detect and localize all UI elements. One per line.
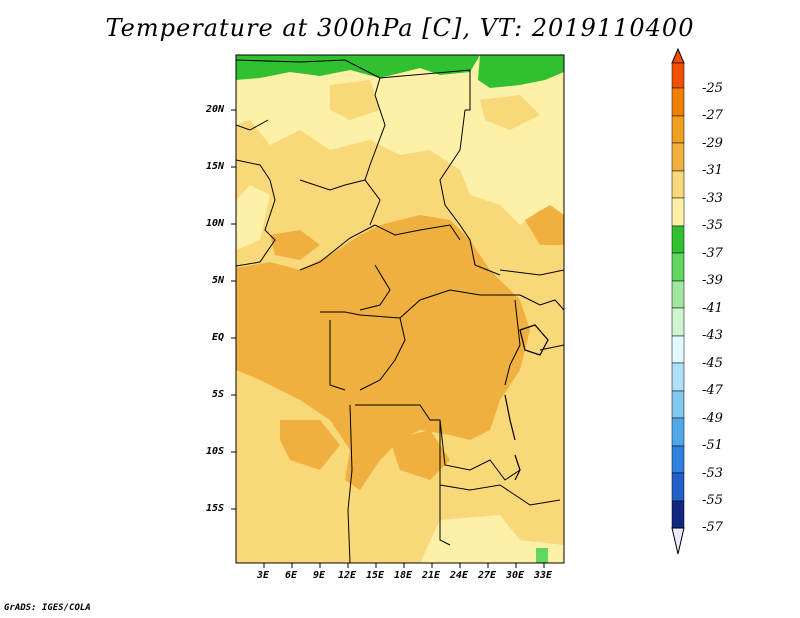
colorbar-label: -53 <box>702 466 723 481</box>
field-pale-west <box>236 185 270 250</box>
colorbar-box <box>671 335 685 364</box>
colorbar-label: -41 <box>702 301 723 316</box>
field-warm-blob-sw <box>280 420 340 470</box>
field-warm-sahara <box>330 80 380 120</box>
colorbar-box <box>671 87 685 117</box>
lon-label: 15E <box>366 570 385 581</box>
country-borders <box>236 59 564 563</box>
colorbar-bottom-arrow <box>671 527 685 555</box>
grads-credit: GrADS: IGES/COLA <box>4 603 91 613</box>
colorbar-label: -33 <box>702 191 723 206</box>
lat-label: 15N <box>206 161 225 172</box>
lon-label: 9E <box>313 570 326 581</box>
lat-label: 15S <box>206 503 225 514</box>
field-warm-core <box>236 215 530 490</box>
map-frame <box>235 54 565 564</box>
lat-label: 20N <box>206 104 225 115</box>
field-warm-blob-w <box>270 230 320 260</box>
lon-label: 3E <box>257 570 270 581</box>
colorbar <box>671 47 685 555</box>
colorbar-label: -37 <box>702 246 723 261</box>
temperature-field <box>236 55 564 563</box>
field-warm-blob-e <box>525 205 564 245</box>
field-cold-northeast <box>478 55 564 88</box>
colorbar-label: -29 <box>702 136 723 151</box>
colorbar-box <box>671 225 685 254</box>
field-pale-south <box>420 515 564 563</box>
colorbar-box <box>671 142 685 172</box>
colorbar-box <box>671 115 685 144</box>
colorbar-box <box>671 280 685 309</box>
colorbar-box <box>671 472 685 502</box>
colorbar-box <box>671 390 685 419</box>
colorbar-label: -43 <box>702 328 723 343</box>
lat-label: EQ <box>212 332 225 343</box>
lon-label: 21E <box>422 570 441 581</box>
colorbar-box <box>671 445 685 474</box>
colorbar-box <box>671 62 685 89</box>
colorbar-label: -51 <box>702 438 723 453</box>
colorbar-box <box>671 307 685 337</box>
field-cold-southeast <box>536 548 548 563</box>
lon-label: 27E <box>478 570 497 581</box>
lon-label: 33E <box>534 570 553 581</box>
colorbar-label: -31 <box>702 163 723 178</box>
colorbar-label: -47 <box>702 383 723 398</box>
field-cold-north <box>236 55 480 80</box>
colorbar-label: -57 <box>702 520 723 535</box>
lat-label: 10S <box>206 446 225 457</box>
colorbar-label: -27 <box>702 108 723 123</box>
colorbar-label: -35 <box>702 218 723 233</box>
axis-ticks <box>231 109 545 568</box>
colorbar-box <box>671 417 685 447</box>
colorbar-label: -45 <box>702 356 723 371</box>
lon-label: 6E <box>285 570 298 581</box>
colorbar-box <box>671 252 685 282</box>
colorbar-label: -25 <box>702 81 723 96</box>
colorbar-box <box>671 170 685 199</box>
field-warm-blob-s <box>390 430 450 480</box>
field-pale-north <box>236 55 564 225</box>
colorbar-box <box>671 500 685 529</box>
lat-label: 10N <box>206 218 225 229</box>
colorbar-label: -49 <box>702 411 723 426</box>
colorbar-label: -39 <box>702 273 723 288</box>
chart-title: Temperature at 300hPa [C], VT: 201911040… <box>105 14 695 42</box>
lon-label: 30E <box>506 570 525 581</box>
colorbar-box <box>671 362 685 392</box>
colorbar-box <box>671 197 685 227</box>
lon-label: 24E <box>450 570 469 581</box>
field-warm-east <box>480 95 540 130</box>
lon-label: 12E <box>338 570 357 581</box>
lon-label: 18E <box>394 570 413 581</box>
lat-label: 5N <box>212 275 225 286</box>
colorbar-label: -55 <box>702 493 723 508</box>
lake-outlines <box>504 324 549 481</box>
lat-label: 5S <box>212 389 225 400</box>
colorbar-top-arrow <box>671 47 685 64</box>
